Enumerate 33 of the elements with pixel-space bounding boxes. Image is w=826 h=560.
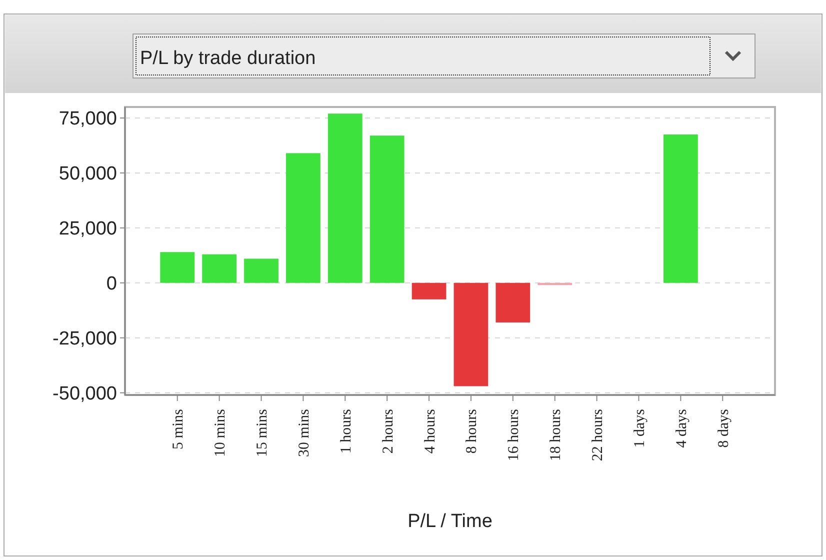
x-tick-label: 30 mins <box>296 408 312 457</box>
y-tick-label: 50,000 <box>58 164 117 185</box>
bar <box>160 252 195 283</box>
y-tick-label: 75,000 <box>58 108 117 130</box>
x-tick-label: 15 mins <box>254 408 270 457</box>
bar <box>496 282 530 322</box>
y-tick-label: -50,000 <box>52 383 117 404</box>
x-tick-label: 4 days <box>674 408 690 448</box>
x-tick-label: 8 days <box>716 408 732 448</box>
x-tick-label: 16 hours <box>506 408 522 462</box>
bar <box>412 282 446 300</box>
x-tick-label: 1 hours <box>338 408 354 454</box>
y-tick-label: 25,000 <box>58 218 117 240</box>
x-tick-label: 18 hours <box>548 408 564 462</box>
bar <box>202 254 237 283</box>
x-axis-title: P/L / Time <box>408 511 492 532</box>
x-tick-label: 8 hours <box>464 408 480 454</box>
bar <box>538 282 572 286</box>
bar <box>663 134 698 283</box>
x-tick-label: 2 hours <box>380 408 396 454</box>
x-tick-label: 10 mins <box>212 408 229 457</box>
x-tick-label: 1 days <box>632 408 648 448</box>
bar <box>328 114 362 283</box>
y-tick-label: -25,000 <box>52 328 117 350</box>
y-tick-label: 0 <box>106 274 117 295</box>
bar <box>244 258 278 283</box>
bar <box>454 282 488 386</box>
x-tick-label: 5 mins <box>170 408 187 450</box>
bar <box>286 153 320 283</box>
chart-title: P/L by trade duration <box>140 48 316 69</box>
x-tick-label: 4 hours <box>422 408 438 454</box>
bar <box>370 136 404 283</box>
x-tick-label: 22 hours <box>590 408 606 462</box>
